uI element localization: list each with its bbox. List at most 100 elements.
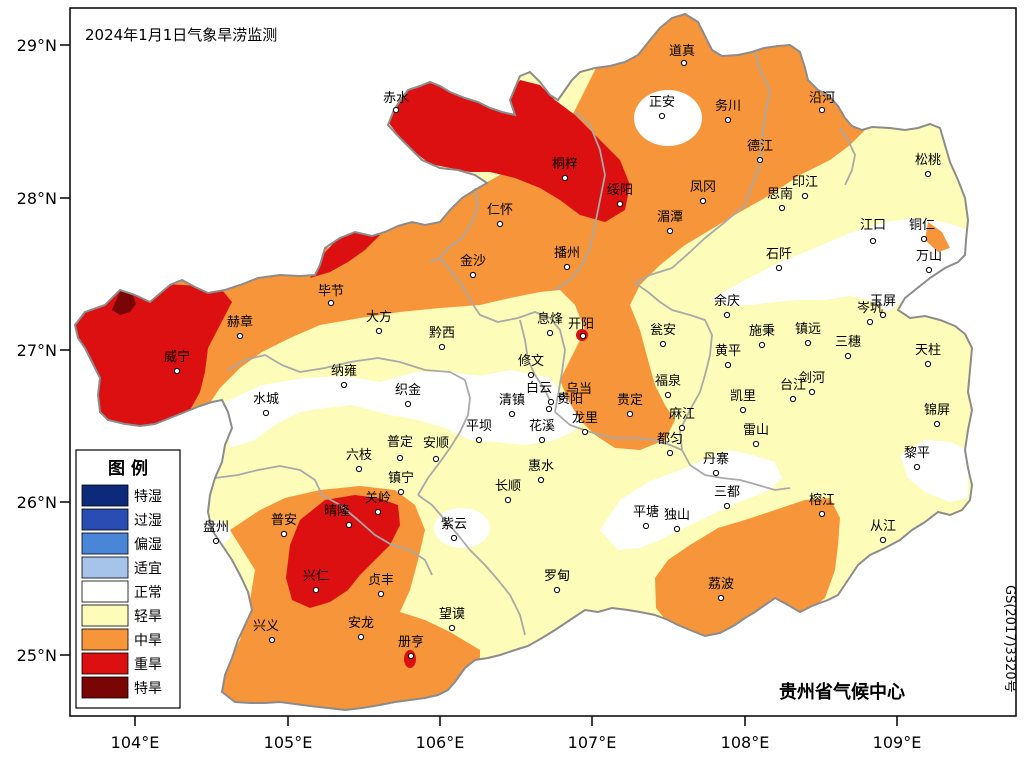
city-label: 松桃 — [915, 153, 941, 168]
legend-title: 图 例 — [108, 458, 148, 479]
city-marker: 黔西 — [429, 326, 455, 351]
city-label: 织金 — [395, 382, 421, 398]
city-marker: 正安 — [649, 95, 675, 120]
city-dot — [561, 174, 569, 182]
city-dot — [345, 521, 353, 529]
city-marker: 兴仁 — [303, 569, 329, 594]
city-marker: 铜仁 — [909, 218, 935, 243]
city-dot — [616, 200, 624, 208]
city-marker: 贵阳 — [545, 392, 583, 413]
city-label: 册亨 — [398, 634, 424, 650]
city-dot — [933, 420, 941, 428]
city-marker: 天柱 — [915, 343, 941, 368]
city-dot — [680, 59, 688, 67]
city-marker: 丹寨 — [703, 451, 729, 477]
city-marker: 湄潭 — [657, 210, 683, 235]
city-dot — [579, 332, 587, 340]
city-marker: 榕江 — [809, 493, 835, 518]
city-label: 开阳 — [568, 317, 594, 332]
city-label: 乌当 — [566, 381, 592, 397]
city-dot — [537, 476, 545, 484]
city-label: 榕江 — [809, 493, 835, 508]
city-label: 黔西 — [429, 326, 455, 341]
city-label: 荔波 — [708, 577, 734, 592]
city-marker: 清镇 — [499, 393, 525, 418]
city-marker: 六枝 — [346, 448, 372, 473]
city-label: 福泉 — [655, 373, 681, 389]
city-marker: 播州 — [554, 246, 580, 271]
city-dot — [658, 112, 666, 120]
city-dot — [563, 263, 571, 271]
prefecture-boundaries — [214, 49, 856, 636]
city-marker: 岑巩 — [857, 301, 883, 326]
lon-tick-labels: 104°E 105°E 106°E 107°E 108°E 109°E — [111, 733, 922, 752]
lon-tick-label: 104°E — [111, 733, 160, 752]
city-marker: 平塘 — [633, 504, 659, 530]
approval-number: GS(2017)3320号 — [1002, 585, 1017, 693]
city-marker: 余庆 — [714, 293, 740, 319]
city-marker: 望谟 — [439, 606, 465, 632]
city-marker: 荔波 — [708, 577, 734, 602]
city-dot — [173, 367, 181, 375]
city-dot — [818, 106, 826, 114]
city-marker: 三都 — [714, 485, 740, 510]
city-dot — [527, 371, 535, 379]
city-label: 沿河 — [809, 91, 835, 106]
city-dot — [723, 502, 731, 510]
city-marker: 黄平 — [715, 344, 741, 369]
city-label: 凤冈 — [690, 180, 716, 195]
city-dot — [869, 237, 877, 245]
map-title: 2024年1月1日气象旱涝监测 — [85, 26, 277, 44]
city-marker: 雷山 — [743, 423, 769, 448]
city-label: 三穗 — [835, 335, 861, 350]
city-dot — [724, 116, 732, 124]
city-marker: 仁怀 — [487, 203, 513, 228]
city-dot — [312, 586, 320, 594]
city-marker: 瓮安 — [650, 323, 676, 348]
city-dot — [626, 410, 634, 418]
city-dot — [758, 341, 766, 349]
city-dot — [801, 192, 809, 200]
city-label: 罗甸 — [544, 569, 570, 584]
city-label: 毕节 — [318, 284, 344, 299]
city-label: 玉屏 — [870, 294, 896, 309]
zone-severe — [75, 78, 630, 668]
city-marker: 毕节 — [318, 284, 344, 307]
lon-tick-label: 108°E — [721, 733, 770, 752]
city-label: 三都 — [714, 485, 740, 500]
city-dot — [666, 227, 674, 235]
city-dot — [340, 381, 348, 389]
city-label: 六枝 — [346, 448, 372, 463]
city-label: 安顺 — [423, 436, 449, 451]
city-dot — [717, 594, 725, 602]
city-marker: 独山 — [664, 508, 690, 533]
city-marker: 麻江 — [669, 407, 695, 432]
city-dot — [392, 106, 400, 114]
city-label: 望谟 — [439, 606, 465, 622]
city-dot — [496, 220, 504, 228]
lon-tick-label: 109°E — [873, 733, 922, 752]
city-marker: 紫云 — [441, 517, 467, 542]
city-dot — [913, 463, 921, 471]
axis-ticks — [60, 44, 898, 726]
city-marker: 印江 — [792, 175, 818, 200]
city-marker: 大方 — [366, 309, 392, 335]
city-dot — [475, 436, 483, 444]
city-label: 镇宁 — [388, 470, 414, 486]
city-label: 贵定 — [617, 393, 643, 408]
legend-label: 适宜 — [134, 561, 162, 577]
city-label: 纳雍 — [331, 363, 357, 379]
city-label: 威宁 — [164, 349, 190, 365]
city-dot — [327, 299, 335, 307]
city-marker: 江口 — [860, 218, 886, 245]
city-label: 都匀 — [657, 432, 683, 447]
legend-swatch — [81, 508, 129, 531]
city-label: 思南 — [767, 186, 793, 202]
legend-label: 正常 — [134, 585, 162, 601]
city-dot — [432, 455, 440, 463]
city-label: 施秉 — [749, 323, 775, 339]
city-marker: 册亨 — [398, 634, 424, 660]
city-marker: 惠水 — [528, 459, 554, 484]
